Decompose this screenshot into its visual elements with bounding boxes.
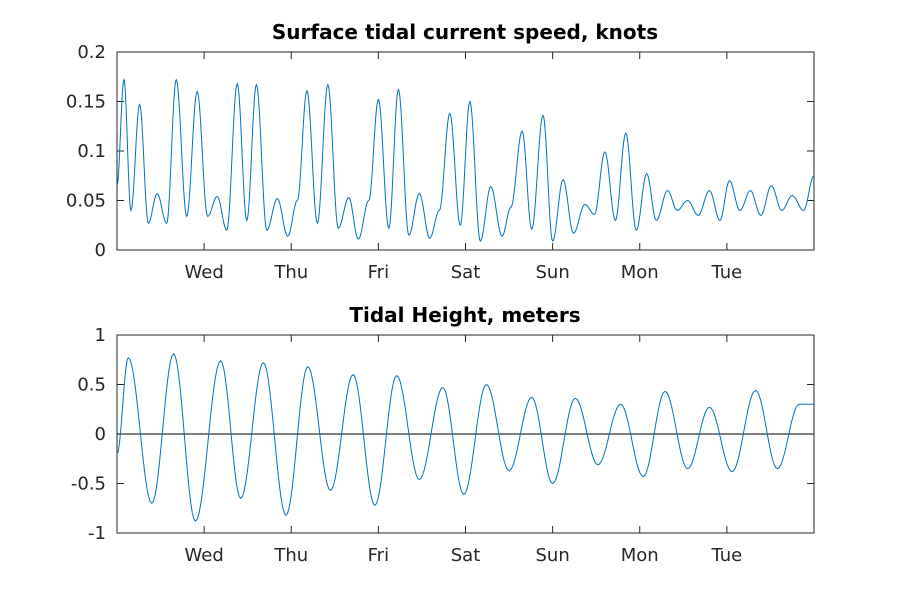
y-tick-label: 0.15 — [66, 92, 106, 113]
chart-title: Tidal Height, meters — [349, 303, 580, 327]
x-tick-label: Sat — [451, 545, 481, 566]
tidal-height-chart: Tidal Height, meters -1 -0.5 0 0.5 1 Wed Thu Fr… — [71, 303, 815, 566]
chart-title: Surface tidal current speed, knots — [272, 20, 658, 44]
y-tick-label: 0.5 — [77, 375, 106, 396]
y-tick-label: 0 — [95, 240, 106, 261]
x-tick-label: Mon — [621, 262, 659, 283]
x-tick-label: Sun — [536, 545, 570, 566]
y-tick-label: -1 — [88, 523, 106, 544]
y-tick-label: -0.5 — [71, 474, 106, 495]
y-tick-label: 0 — [95, 424, 106, 445]
x-tick-label: Fri — [368, 262, 389, 283]
x-tick-label: Wed — [185, 545, 224, 566]
current-speed-chart: Surface tidal current speed, knots 0 0.05… — [66, 20, 815, 283]
x-tick-label: Wed — [185, 262, 224, 283]
x-tick-label: Thu — [273, 545, 308, 566]
x-tick-label: Tue — [711, 545, 743, 566]
x-tick-label: Sun — [536, 262, 570, 283]
series-line — [116, 353, 814, 522]
x-tick-label: Fri — [368, 545, 389, 566]
x-tick-label: Mon — [621, 545, 659, 566]
y-tick-label: 0.05 — [66, 191, 106, 212]
y-tick-label: 0.2 — [77, 42, 106, 63]
x-tick-label: Thu — [273, 262, 308, 283]
y-tick-label: 0.1 — [77, 141, 106, 162]
series-line — [116, 78, 815, 242]
y-tick-label: 1 — [95, 325, 106, 346]
x-tick-label: Sat — [451, 262, 481, 283]
x-tick-label: Tue — [711, 262, 743, 283]
